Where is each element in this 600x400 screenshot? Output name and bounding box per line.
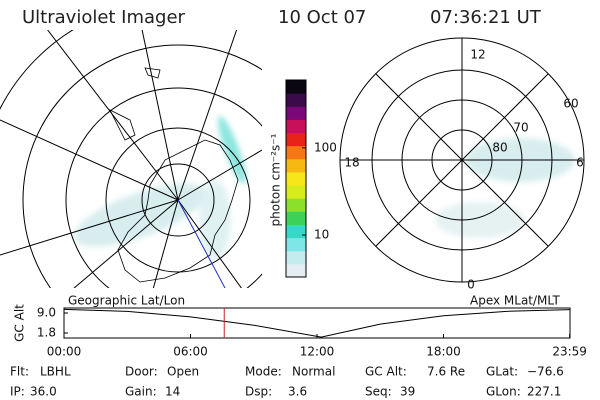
colorbar: 10 100 — [285, 79, 337, 278]
status-value: 14 — [165, 385, 180, 399]
status-value: LBHL — [40, 365, 71, 379]
date: 10 Oct 07 — [278, 7, 366, 28]
y-tick-label: 9.0 — [37, 306, 56, 320]
status-label: Dsp: — [245, 385, 272, 399]
mlt-label: 12 — [470, 48, 485, 62]
status-label: Gain: — [125, 385, 157, 399]
status-value: 7.6 Re — [427, 365, 465, 379]
x-tick-label: 12:00 — [300, 345, 335, 359]
time: 07:36:21 UT — [430, 7, 542, 28]
mlt-label: 6 — [576, 156, 584, 170]
x-tick-label: 23:59 — [552, 345, 587, 359]
x-tick-label: 18:00 — [426, 345, 461, 359]
colorbar-swatch — [286, 106, 306, 120]
colorbar-swatch — [286, 224, 306, 239]
colorbar-tick-label: 10 — [314, 228, 329, 242]
x-tick-label: 06:00 — [173, 345, 208, 359]
polar-plot — [339, 37, 585, 283]
status-label: Mode: — [245, 365, 282, 379]
colorbar-swatch — [286, 237, 306, 252]
colorbar-swatch — [286, 119, 306, 134]
map-label: Geographic Lat/Lon — [68, 294, 185, 308]
colorbar-label: photon cm⁻²s⁻¹ — [269, 133, 283, 226]
colorbar-swatch — [286, 211, 306, 225]
status-value: 227.1 — [527, 385, 561, 399]
status-label: GLat: — [486, 365, 518, 379]
colorbar-swatch — [286, 171, 306, 186]
polar-label: Apex MLat/MLT — [470, 294, 560, 308]
status-value: Normal — [292, 365, 335, 379]
status-bar: Flt: LBHL Door: Open Mode: Normal GC Alt: 7.6 R… — [10, 365, 564, 399]
x-tick-label: 00:00 — [47, 345, 82, 359]
status-label: Flt: — [10, 365, 29, 379]
status-label: IP: — [10, 385, 25, 399]
mlt-label: 0 — [467, 278, 475, 292]
colorbar-tick-label: 100 — [314, 140, 337, 154]
status-value: Open — [167, 365, 199, 379]
status-label: Seq: — [365, 385, 392, 399]
title: Ultraviolet Imager — [22, 7, 186, 28]
lat-label: 60 — [563, 97, 578, 111]
colorbar-swatch — [286, 263, 306, 278]
lat-label: 70 — [513, 121, 528, 135]
altitude-label: GC Alt — [13, 304, 27, 342]
colorbar-swatch — [286, 158, 306, 173]
status-label: Door: — [125, 365, 158, 379]
status-label: GLon: — [486, 385, 521, 399]
status-value: 3.6 — [288, 385, 307, 399]
colorbar-swatch — [286, 145, 306, 160]
colorbar-swatch — [286, 132, 306, 147]
altitude-plot: 9.0 1.8 00:00 06:00 12:00 18:00 23:59 — [37, 306, 587, 359]
status-value: −76.6 — [527, 365, 564, 379]
colorbar-frame — [285, 79, 307, 278]
altitude-line — [63, 308, 571, 338]
mlt-label: 18 — [344, 156, 359, 170]
lat-label: 80 — [492, 141, 507, 155]
colorbar-swatch — [286, 185, 306, 199]
status-label: GC Alt: — [365, 365, 407, 379]
colorbar-swatch — [286, 80, 306, 94]
status-value: 39 — [400, 385, 415, 399]
colorbar-swatch — [286, 198, 306, 212]
status-value: 36.0 — [30, 385, 57, 399]
colorbar-swatch — [286, 93, 306, 107]
y-tick-label: 1.8 — [37, 326, 56, 340]
colorbar-swatch — [286, 250, 306, 265]
geographic-map — [0, 30, 262, 288]
